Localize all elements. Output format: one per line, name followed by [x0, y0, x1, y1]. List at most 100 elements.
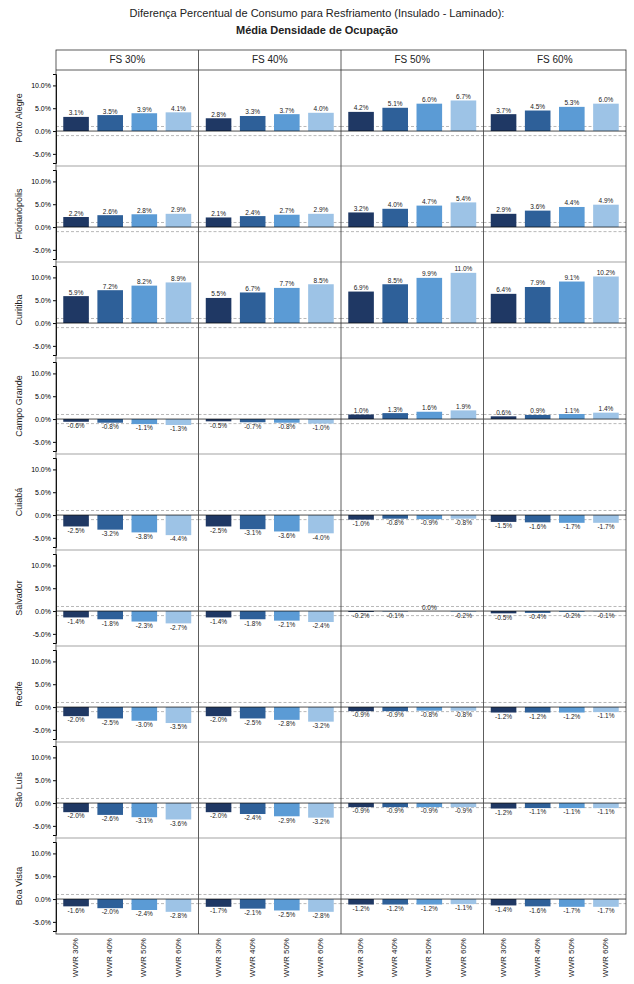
data-label: -4.0% — [312, 534, 329, 541]
tick-label: -5.0% — [33, 631, 51, 638]
bar — [240, 116, 266, 131]
baseline — [484, 803, 627, 804]
bar — [593, 707, 619, 712]
tick-mark — [53, 757, 56, 758]
data-label: -2.5% — [102, 719, 119, 726]
data-label: 4.0% — [388, 201, 403, 208]
data-label: -1.8% — [244, 620, 261, 627]
bar — [491, 214, 517, 227]
data-label: -1.1% — [529, 808, 546, 815]
data-label: -2.9% — [278, 817, 295, 824]
bar — [525, 111, 551, 132]
data-label: -2.0% — [68, 812, 85, 819]
bar — [308, 284, 334, 323]
category-label: WWR 60% — [459, 938, 468, 977]
baseline — [484, 227, 627, 228]
tick-label: 5.0% — [35, 777, 51, 784]
y-axis: -5.0%0.0%5.0%10.0% — [31, 363, 56, 452]
tick: 10.0% — [31, 562, 56, 569]
bar — [166, 515, 192, 535]
data-label: -3.5% — [170, 723, 187, 730]
tick-label: 10.0% — [31, 178, 51, 185]
data-label: 7.2% — [103, 283, 118, 290]
data-label: -0.8% — [455, 711, 472, 718]
tick: 5.0% — [35, 297, 56, 304]
y-axis: -5.0% 0.0% 5.0% 10.0% — [31, 555, 56, 644]
plot-area — [484, 276, 627, 327]
reference-line — [56, 135, 199, 136]
tick-mark — [53, 899, 56, 900]
subtitle: Média Densidade de Ocupação — [236, 24, 398, 36]
column-header: FS 50% — [394, 54, 430, 65]
data-label: -3.1% — [136, 817, 153, 824]
bar — [166, 112, 192, 131]
tick-label: 10.0% — [31, 658, 51, 665]
bar — [417, 104, 443, 131]
y-axis: -5.0%0.0%5.0%10.0% — [31, 459, 56, 548]
data-label: 2.9% — [314, 206, 329, 213]
bar — [166, 899, 192, 912]
data-label: 4.4% — [564, 199, 579, 206]
data-label: 10.2% — [597, 269, 616, 276]
row-label: Recife — [14, 681, 24, 707]
baseline — [199, 611, 342, 612]
tick-label: -5.0% — [33, 151, 51, 158]
data-label: -2.0% — [102, 908, 119, 915]
bar — [166, 214, 192, 227]
data-label: -0.9% — [421, 519, 438, 526]
tick: 10.0% — [31, 658, 56, 665]
tick: 0.0% — [35, 704, 56, 711]
cell: -1.0%-0.8%-0.9%-0.8% — [341, 510, 484, 526]
bar — [593, 413, 619, 419]
data-label: 2.6% — [103, 208, 118, 215]
tick: -5.0% — [33, 151, 56, 158]
tick-mark — [53, 826, 56, 827]
tick: 5.0% — [35, 585, 56, 592]
baseline — [199, 131, 342, 132]
reference-line — [56, 231, 199, 232]
data-label: -1.2% — [563, 713, 580, 720]
reference-line — [484, 606, 627, 607]
tick: -5.0% — [33, 919, 56, 926]
tick-label: 5.0% — [35, 681, 51, 688]
bar — [308, 611, 334, 622]
bar — [417, 412, 443, 419]
category-label: WWR 50% — [282, 938, 291, 977]
baseline — [341, 419, 484, 420]
reference-line — [56, 327, 199, 328]
row-divider — [56, 742, 626, 743]
bar — [206, 217, 232, 227]
tick-label: 10.0% — [31, 274, 51, 281]
reference-line — [341, 423, 484, 424]
column-header: FS 40% — [252, 54, 288, 65]
data-label: -2.4% — [244, 814, 261, 821]
tick: 0.0% — [35, 608, 56, 615]
row-label: Florianópolis — [14, 188, 24, 240]
bar — [308, 214, 334, 227]
data-label: 4.2% — [354, 104, 369, 111]
data-label: -3.0% — [136, 721, 153, 728]
tick: 5.0% — [35, 489, 56, 496]
bar — [491, 803, 517, 808]
cell: -1.4%-1.6%-1.7%-1.7% — [484, 894, 627, 914]
bar — [63, 611, 89, 617]
bar — [451, 202, 477, 227]
tick-label: 0.0% — [35, 416, 51, 423]
data-label: -1.6% — [68, 907, 85, 914]
y-axis: -5.0%0.0%5.0%10.0% — [31, 171, 56, 260]
bar — [308, 899, 334, 912]
bar — [206, 611, 232, 617]
bar — [97, 611, 123, 619]
reference-line — [199, 135, 342, 136]
category-label: WWR 40% — [533, 938, 542, 977]
data-label: -1.2% — [353, 905, 370, 912]
baseline — [341, 707, 484, 708]
baseline — [484, 323, 627, 324]
reference-line — [56, 894, 199, 895]
data-label: -0.5% — [495, 614, 512, 621]
tick: 10.0% — [31, 370, 56, 377]
bar — [525, 211, 551, 227]
bar — [166, 419, 192, 425]
bar — [382, 284, 408, 323]
tick: 5.0% — [35, 393, 56, 400]
